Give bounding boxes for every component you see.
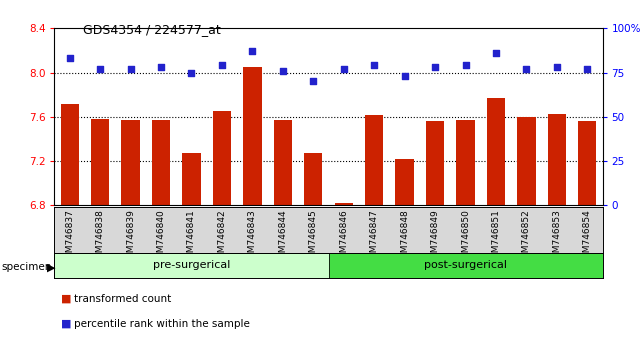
Point [582,66,592,72]
Text: ■: ■ [61,294,71,304]
Bar [182,153,201,205]
Point [308,79,319,84]
Text: GSM746842: GSM746842 [217,210,226,264]
Bar [54,253,328,278]
Bar [122,120,140,205]
Text: pre-surgerical: pre-surgerical [153,261,230,270]
Bar [456,120,474,205]
Bar [517,117,535,205]
Point [338,66,349,72]
Text: GSM746846: GSM746846 [339,210,348,264]
Point [491,50,501,56]
Text: GSM746851: GSM746851 [492,210,501,264]
Bar [335,203,353,205]
Bar [304,153,322,205]
Text: GSM746849: GSM746849 [431,210,440,264]
Bar [274,120,292,205]
Bar [213,111,231,205]
Text: GSM746841: GSM746841 [187,210,196,264]
Bar [578,121,596,205]
Text: GSM746848: GSM746848 [400,210,409,264]
Text: ▶: ▶ [47,262,55,272]
Bar [547,114,566,205]
Point [430,64,440,70]
Text: GSM746837: GSM746837 [65,210,74,264]
Point [95,66,105,72]
Text: specimen: specimen [1,262,52,272]
Bar [61,104,79,205]
Bar [91,119,109,205]
Bar [243,67,262,205]
Point [460,63,470,68]
Point [552,64,562,70]
Text: post-surgerical: post-surgerical [424,261,507,270]
Text: GSM746843: GSM746843 [248,210,257,264]
Point [156,64,166,70]
Point [65,56,75,61]
Text: GSM746853: GSM746853 [553,210,562,264]
Text: GSM746847: GSM746847 [370,210,379,264]
Text: GSM746852: GSM746852 [522,210,531,264]
Text: GSM746838: GSM746838 [96,210,104,264]
Bar [395,159,413,205]
Text: GSM746840: GSM746840 [156,210,165,264]
Point [521,66,531,72]
Text: GSM746844: GSM746844 [278,210,287,264]
Point [247,48,258,54]
Text: GSM746839: GSM746839 [126,210,135,264]
Text: GSM746850: GSM746850 [461,210,470,264]
Point [187,70,197,75]
Bar [487,98,505,205]
Point [369,63,379,68]
Text: percentile rank within the sample: percentile rank within the sample [74,319,249,329]
Bar [365,115,383,205]
Bar [152,120,171,205]
Point [399,73,410,79]
Text: transformed count: transformed count [74,294,171,304]
Text: GDS4354 / 224577_at: GDS4354 / 224577_at [83,23,221,36]
Point [278,68,288,74]
Text: GSM746845: GSM746845 [309,210,318,264]
Text: GSM746854: GSM746854 [583,210,592,264]
Bar [426,121,444,205]
Text: ■: ■ [61,319,71,329]
Bar [328,253,603,278]
Point [126,66,136,72]
Point [217,63,227,68]
